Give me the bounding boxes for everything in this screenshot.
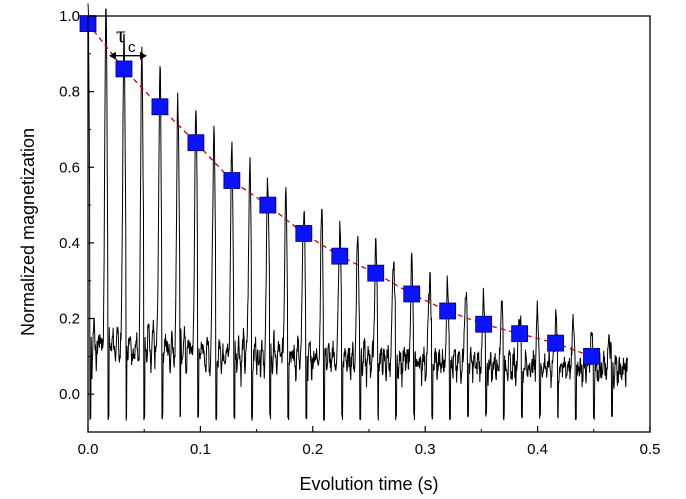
y-tick-label: 0.2 <box>59 311 80 328</box>
data-point <box>403 285 421 303</box>
data-point <box>367 264 385 282</box>
data-point <box>151 98 169 116</box>
data-point <box>583 347 600 365</box>
y-tick-label: 0.4 <box>59 235 80 252</box>
echo-signal-trace <box>87 3 628 421</box>
decay-fit-line <box>87 23 592 357</box>
x-tick-label: 0.2 <box>302 441 323 458</box>
tau-annotation: τ c <box>108 22 147 60</box>
data-point <box>259 196 277 214</box>
y-tick-label: 0.8 <box>59 84 80 101</box>
signal-layer <box>87 3 628 421</box>
tick-labels-layer: 0.0 0.1 0.2 0.3 0.4 0.5 0.0 0.2 0.4 0.6 0.8 1.0 <box>59 8 660 458</box>
x-tick-label: 0.1 <box>190 441 211 458</box>
tau-subscript: c <box>128 39 136 56</box>
x-tick-label: 0.0 <box>78 441 99 458</box>
y-tick-label: 0.0 <box>59 386 80 403</box>
tau-arrow-left-head <box>108 51 116 60</box>
data-point <box>223 172 241 189</box>
data-point <box>511 325 529 343</box>
x-tick-label: 0.5 <box>640 441 661 458</box>
y-tick-label: 0.6 <box>59 159 80 176</box>
data-point <box>115 60 133 78</box>
fit-layer <box>87 23 592 357</box>
data-point <box>475 315 493 333</box>
data-point <box>439 302 457 320</box>
data-point <box>187 134 205 152</box>
tau-arrow-right-head <box>139 51 147 60</box>
tau-symbol: τ <box>116 22 126 48</box>
y-axis-label: Normalized magnetization <box>18 128 38 336</box>
x-tick-label: 0.4 <box>527 441 548 458</box>
data-point <box>547 334 564 352</box>
points-layer <box>79 15 600 365</box>
x-axis-label: Evolution time (s) <box>299 474 438 494</box>
data-point <box>295 225 313 242</box>
x-tick-label: 0.3 <box>415 441 436 458</box>
data-point <box>331 247 349 265</box>
ticks-layer <box>87 15 651 433</box>
y-tick-label: 1.0 <box>59 8 80 25</box>
